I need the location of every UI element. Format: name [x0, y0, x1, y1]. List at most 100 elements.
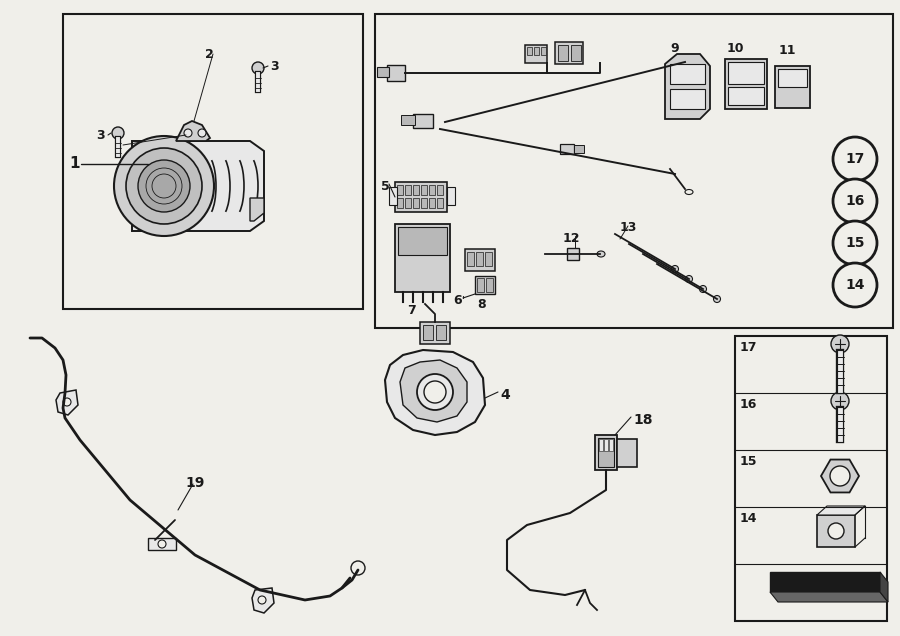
Bar [405, 185, 411, 195]
Polygon shape [132, 141, 264, 231]
Polygon shape [176, 121, 210, 141]
Bar [389, 187, 397, 205]
Bar [534, 47, 539, 55]
Bar [148, 538, 176, 550]
Circle shape [114, 136, 214, 236]
Bar [604, 439, 608, 451]
Text: 19: 19 [185, 476, 204, 490]
Circle shape [258, 596, 266, 604]
Polygon shape [817, 506, 865, 515]
Bar [477, 278, 484, 292]
Bar [527, 47, 532, 55]
Text: 12: 12 [563, 232, 580, 245]
Bar [421, 185, 427, 195]
Circle shape [126, 148, 202, 224]
Bar [476, 252, 483, 266]
Bar [63, 14, 363, 309]
Bar [728, 62, 764, 84]
Circle shape [714, 296, 721, 303]
Bar [429, 198, 435, 208]
Polygon shape [252, 588, 274, 613]
Text: 4: 4 [500, 388, 509, 402]
Bar [574, 145, 584, 153]
Polygon shape [385, 350, 485, 435]
Text: 17: 17 [845, 152, 865, 166]
Bar [670, 89, 705, 109]
Text: 15: 15 [845, 236, 865, 250]
Text: 10: 10 [727, 42, 744, 55]
Text: 13: 13 [620, 221, 637, 234]
Ellipse shape [685, 190, 693, 195]
Bar [429, 185, 435, 195]
Circle shape [833, 137, 877, 181]
Circle shape [833, 221, 877, 265]
Circle shape [138, 160, 190, 212]
Bar [725, 59, 767, 109]
Bar [617, 439, 637, 467]
Polygon shape [250, 198, 264, 221]
Bar [778, 69, 807, 87]
Bar [467, 252, 474, 266]
Text: 6: 6 [453, 294, 462, 307]
Bar [447, 187, 455, 205]
Circle shape [831, 335, 849, 353]
Text: 14: 14 [740, 512, 758, 525]
Text: 15: 15 [740, 455, 758, 468]
Bar [395, 182, 447, 212]
Bar [437, 198, 443, 208]
Text: 3: 3 [270, 60, 279, 73]
Bar [609, 439, 613, 451]
Bar [599, 439, 603, 451]
Circle shape [424, 381, 446, 403]
Bar [560, 144, 574, 154]
Text: 3: 3 [96, 129, 104, 142]
Bar [421, 198, 427, 208]
Bar [817, 515, 855, 547]
Bar [728, 87, 764, 105]
Bar [375, 14, 893, 328]
Bar [413, 114, 433, 128]
Circle shape [833, 179, 877, 223]
Text: 16: 16 [845, 194, 865, 208]
Polygon shape [770, 572, 880, 592]
Text: 9: 9 [670, 42, 679, 55]
Circle shape [831, 392, 849, 410]
Circle shape [686, 275, 692, 282]
Text: 11: 11 [779, 44, 796, 57]
Text: 8: 8 [477, 298, 486, 311]
Circle shape [699, 286, 707, 293]
Circle shape [184, 129, 192, 137]
Text: 18: 18 [633, 413, 652, 427]
Text: 5: 5 [381, 180, 390, 193]
Bar [420, 322, 450, 344]
Bar [401, 115, 415, 125]
Bar [387, 65, 405, 81]
Bar [405, 198, 411, 208]
Polygon shape [770, 592, 888, 602]
Circle shape [830, 466, 850, 486]
Bar [558, 45, 568, 61]
Circle shape [112, 127, 124, 139]
Text: 14: 14 [845, 278, 865, 292]
Bar [598, 438, 614, 467]
Bar [571, 45, 581, 61]
Bar [413, 198, 419, 208]
Bar [423, 325, 433, 340]
Text: 1: 1 [69, 156, 79, 171]
Bar [475, 276, 495, 294]
Circle shape [833, 263, 877, 307]
Polygon shape [56, 390, 78, 415]
Bar [567, 248, 579, 260]
Bar [670, 64, 705, 84]
Bar [398, 227, 447, 255]
Bar [397, 185, 403, 195]
Bar [437, 185, 443, 195]
Bar [377, 67, 389, 77]
Circle shape [828, 523, 844, 539]
Bar [735, 336, 887, 621]
Text: 7: 7 [407, 304, 416, 317]
Polygon shape [400, 360, 467, 422]
Circle shape [63, 398, 71, 406]
Bar [397, 198, 403, 208]
Text: 17: 17 [740, 341, 758, 354]
